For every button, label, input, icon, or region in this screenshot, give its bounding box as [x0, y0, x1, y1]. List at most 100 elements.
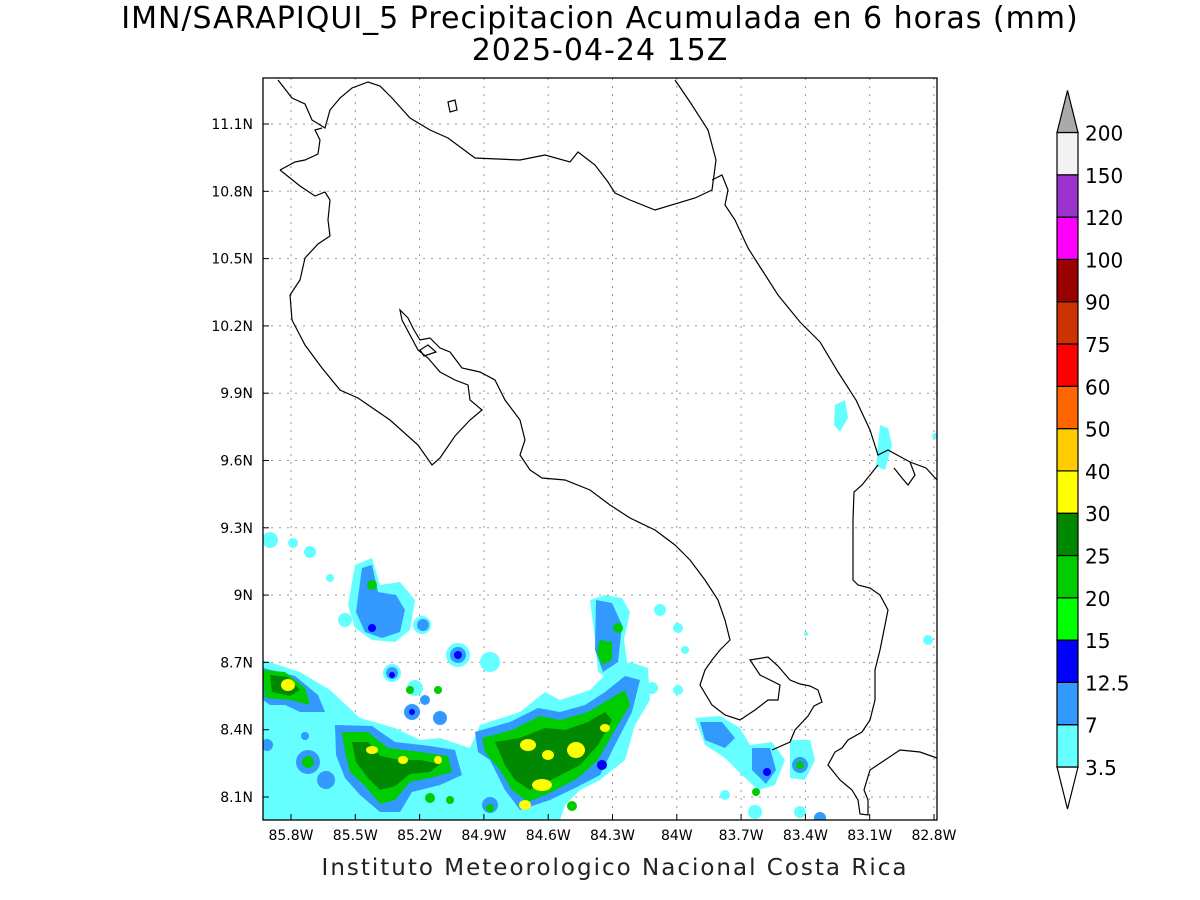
- precip-cell: [814, 812, 826, 820]
- precip-field-84-6-darkgreen: [495, 712, 612, 790]
- precip-cell: [613, 623, 623, 633]
- precipitation-fields: [263, 400, 937, 820]
- lat-tick-label: 11.1N: [211, 117, 253, 133]
- caribbean-coast: [711, 174, 937, 481]
- legend-label: 7: [1085, 714, 1098, 738]
- precip-cell: [796, 761, 804, 769]
- nicoya-gulf-island: [893, 461, 916, 486]
- legend-label: 200: [1085, 122, 1123, 146]
- legend-swatch: [1056, 724, 1079, 768]
- precip-cell: [446, 796, 454, 804]
- credit-text: Instituto Meteorologico Nacional Costa R…: [321, 855, 909, 881]
- precip-field-82-85: [876, 425, 892, 470]
- precip-cell: [263, 739, 273, 751]
- lon-tick-label: 83.1W: [847, 828, 892, 844]
- legend-label: 50: [1085, 418, 1110, 442]
- precip-cell: [317, 771, 335, 789]
- lat-tick-label: 8.1N: [220, 790, 253, 806]
- nicaragua-lake-coast: [277, 79, 717, 211]
- legend-label: 40: [1085, 460, 1110, 484]
- legend-swatch: [1056, 216, 1079, 261]
- precip-cell: [389, 672, 395, 678]
- legend-label: 150: [1085, 164, 1123, 188]
- legend-swatch: [1056, 301, 1079, 345]
- precip-cell: [433, 711, 447, 725]
- panama-border: [827, 464, 937, 816]
- precip-cell: [932, 433, 937, 439]
- precip-cell-max: [281, 679, 295, 691]
- lat-tick-label: 10.8N: [211, 184, 253, 200]
- precip-cell: [673, 623, 683, 633]
- precip-cell-max: [542, 750, 554, 760]
- precip-cell: [486, 804, 494, 812]
- precip-cell-max: [520, 739, 536, 751]
- legend-label: 90: [1085, 291, 1110, 315]
- precip-cell: [646, 682, 658, 694]
- lon-tick-label: 85.8W: [268, 828, 313, 844]
- legend-label: 12.5: [1085, 671, 1130, 695]
- precip-cell: [923, 635, 933, 645]
- precip-cell: [338, 613, 352, 627]
- precip-cell: [409, 709, 415, 715]
- lat-tick-label: 10.2N: [211, 319, 253, 335]
- legend-swatch: [1056, 343, 1079, 387]
- legend-label: 25: [1085, 545, 1110, 569]
- lon-tick-label: 84.9W: [461, 828, 506, 844]
- precip-cell: [326, 574, 334, 582]
- lon-tick-label: 84.6W: [526, 828, 571, 844]
- legend-swatch: [1056, 385, 1079, 430]
- map-axes: 85.8W 85.5W 85.2W 84.9W 84.6W 84.3W 84W 83.7W 83…: [211, 117, 956, 844]
- legend-swatch: [1056, 597, 1079, 641]
- coastlines: [277, 79, 937, 816]
- precip-cell: [720, 790, 730, 800]
- precip-cell: [748, 805, 762, 819]
- precip-cell: [673, 685, 683, 695]
- lat-tick-label: 10.5N: [211, 252, 253, 268]
- lat-tick-label: 9.6N: [220, 454, 253, 470]
- lon-tick-label: 85.2W: [397, 828, 442, 844]
- lon-tick-label: 85.5W: [333, 828, 378, 844]
- legend-swatch: [1056, 131, 1079, 176]
- legend-label: 20: [1085, 587, 1110, 611]
- map-datetime: 2025-04-24 15Z: [471, 33, 729, 68]
- lat-tick-label: 8.4N: [220, 723, 253, 739]
- precip-cell: [417, 619, 429, 631]
- legend-swatch: [1056, 258, 1079, 303]
- precip-cell: [425, 793, 435, 803]
- precip-cell: [434, 686, 442, 694]
- lon-tick-label: 83.4W: [783, 828, 828, 844]
- lat-tick-label: 9.9N: [220, 386, 253, 402]
- precip-cell: [597, 760, 607, 770]
- legend-label: 75: [1085, 333, 1110, 357]
- precip-cell-max: [519, 800, 531, 810]
- precip-cell: [301, 732, 309, 740]
- precip-cell: [654, 604, 666, 616]
- osa-golfo-dulce-coast: [419, 344, 438, 357]
- legend-swatch: [1056, 639, 1079, 683]
- precip-cell: [367, 580, 377, 590]
- legend-label: 100: [1085, 248, 1123, 272]
- legend-swatch: [1056, 512, 1079, 557]
- osa-peninsula-coast: [447, 99, 458, 113]
- lat-tick-label: 9N: [234, 588, 253, 604]
- precip-cell: [302, 756, 314, 768]
- legend-label: 60: [1085, 375, 1110, 399]
- legend-swatch-lower-extend: [1056, 766, 1079, 810]
- precip-cell: [454, 651, 462, 659]
- lon-tick-label: 82.8W: [911, 828, 956, 844]
- legend-label: 15: [1085, 629, 1110, 653]
- precip-cell-max: [398, 756, 408, 764]
- legend-swatch: [1056, 174, 1079, 218]
- lat-tick-label: 9.3N: [220, 521, 253, 537]
- legend-swatch: [1056, 554, 1079, 599]
- precip-legend: 3.5 7 12.5 15 20 25 30 40 50 60 75 90 100 120 150 200: [1056, 90, 1130, 810]
- legend-swatch: [1056, 470, 1079, 514]
- map-frame: [262, 77, 938, 821]
- precip-cell: [420, 695, 430, 705]
- pacific-nicoya-coast: [279, 127, 823, 751]
- precip-cell: [681, 646, 689, 654]
- precip-cell-max: [532, 779, 552, 791]
- precip-field-83-65: [834, 400, 848, 432]
- precip-cell: [567, 801, 577, 811]
